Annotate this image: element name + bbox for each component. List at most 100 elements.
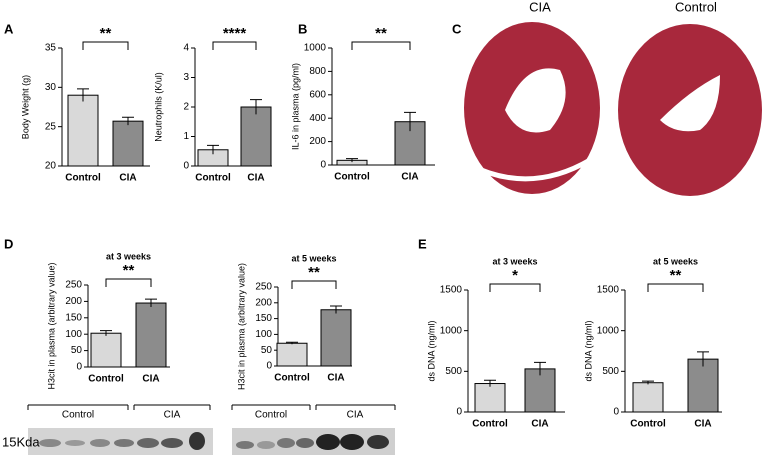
chart-subtitle: at 3 weeks [492,256,537,266]
bar [90,332,122,368]
chart-subtitle: at 3 weeks [106,251,151,261]
significance: * [512,267,518,284]
western-blot: Control CIA 15Kda [2,404,213,455]
panel-letter: A [4,21,14,36]
y-tick-label: 35 [45,43,57,54]
bar [276,342,308,367]
bar [67,94,99,167]
y-tick-label: 20 [45,161,57,172]
y-tick-label: 100 [255,329,272,340]
y-axis-label: H3cit in plasma (arbitrary value) [46,262,56,389]
y-tick-label: 50 [261,345,273,356]
x-tick-label: Control [195,173,231,184]
y-tick-label: 1500 [440,285,463,296]
bar [112,120,144,167]
y-tick-label: 200 [65,296,82,307]
y-axis-label: Body Weight (g) [20,75,30,139]
y-tick-label: 400 [309,113,326,124]
chart-subtitle: at 5 weeks [653,256,698,266]
significance: ** [123,262,135,279]
error-bar [122,116,134,126]
y-tick-label: 0 [266,361,272,372]
bar [524,368,556,413]
y-tick-label: 150 [65,312,82,323]
significance: ** [308,264,320,281]
y-tick-label: 0 [183,161,189,172]
bar [687,358,719,413]
y-tick-label: 30 [45,82,57,93]
significance: ** [670,267,682,284]
x-tick-label: CIA [119,173,136,184]
panel-letter: C [452,21,462,36]
y-tick-label: 0 [456,407,462,418]
significance: ** [375,25,387,42]
y-axis-label: ds DNA (ng/ml) [426,320,436,381]
error-bar [642,380,654,385]
x-tick-label: Control [334,172,370,183]
panel-letter: B [298,21,307,36]
error-bar [346,158,358,163]
heart-section [464,22,600,194]
panel-letter: D [4,236,13,251]
error-bar [286,341,298,345]
x-tick-label: Control [88,374,124,385]
y-tick-label: 50 [71,345,83,356]
x-tick-label: CIA [247,173,264,184]
x-tick-label: Control [472,419,508,430]
error-bar [207,144,219,155]
y-tick-label: 600 [309,89,326,100]
y-axis-label: IL-6 in plasma (pg/ml) [290,63,300,150]
x-tick-label: CIA [142,374,159,385]
significance-bracket [212,41,257,50]
bar [135,302,167,368]
x-tick-label: CIA [531,419,548,430]
x-tick-label: Control [630,419,666,430]
y-tick-label: 0 [613,407,619,418]
error-bar [534,361,546,376]
y-tick-label: 250 [65,280,82,291]
significance: ** [100,25,112,42]
significance-bracket [489,283,541,292]
y-tick-label: 1 [183,131,189,142]
y-tick-label: 1000 [440,325,463,336]
significance-bracket [647,283,704,292]
significance-bracket [351,41,411,50]
blot-group: Control [62,410,94,421]
y-tick-label: 1500 [597,285,620,296]
chart-subtitle: at 5 weeks [291,253,336,263]
image-label: CIA [529,0,551,14]
significance: **** [223,25,247,42]
y-tick-label: 1000 [304,43,327,54]
error-bar [100,330,112,336]
y-axis-label: ds DNA (ng/ml) [583,320,593,381]
western-blot: Control CIA [231,404,396,455]
y-axis-label: Neutrophils (K/ul) [153,72,163,142]
error-bar [484,379,496,387]
y-tick-label: 25 [45,121,57,132]
heart-section [618,24,762,196]
y-tick-label: 100 [65,329,82,340]
y-tick-label: 3 [183,72,189,83]
bar [240,106,272,167]
y-tick-label: 800 [309,66,326,77]
y-tick-label: 0 [76,362,82,373]
significance-bracket [291,280,337,289]
y-axis-label: H3cit in plasma (arbitrary value) [236,263,246,390]
x-tick-label: CIA [327,373,344,384]
x-tick-label: CIA [401,172,418,183]
y-tick-label: 200 [309,136,326,147]
error-bar [404,111,416,132]
y-tick-label: 1000 [597,325,620,336]
panel-letter: E [418,236,427,251]
y-tick-label: 2 [183,102,189,113]
error-bar [330,305,342,314]
error-bar [145,298,157,307]
y-tick-label: 200 [255,297,272,308]
y-tick-label: 500 [602,366,619,377]
y-tick-label: 150 [255,313,272,324]
bar [320,309,352,367]
blot-marker: 15Kda [2,434,40,449]
blot-group: CIA [164,410,181,421]
x-tick-label: Control [65,173,101,184]
significance-bracket [82,41,129,50]
